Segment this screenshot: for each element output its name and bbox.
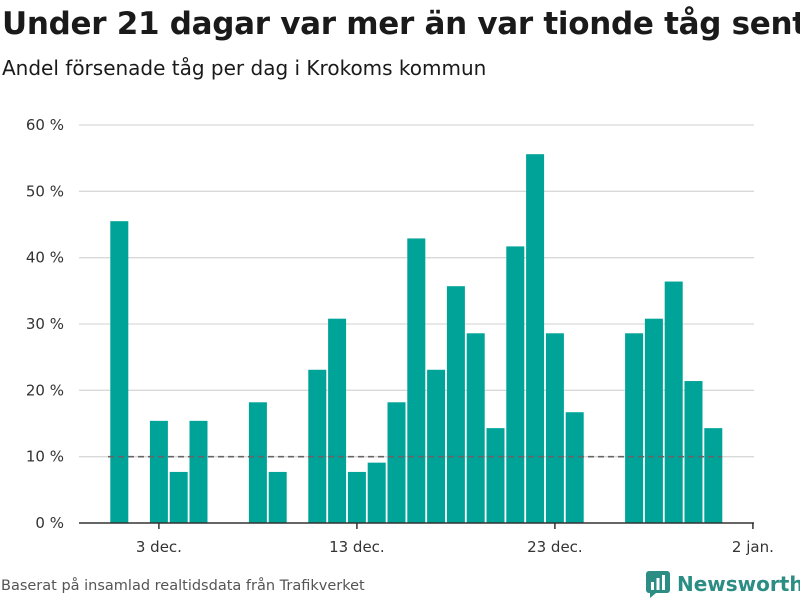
bar — [407, 238, 426, 523]
y-axis: 0 % 10 % 20 % 30 % 40 % 50 % 60 % — [26, 116, 64, 532]
bar — [644, 318, 663, 523]
bar — [387, 402, 406, 523]
brand-logo: Newsworthy — [645, 570, 800, 598]
y-tick-label: 40 % — [26, 249, 64, 267]
bar — [169, 471, 188, 523]
x-axis: 3 dec. 13 dec. 23 dec. 2 jan. — [79, 522, 774, 556]
y-tick-label: 50 % — [26, 182, 64, 200]
bar — [328, 318, 347, 523]
newsworthy-logo-icon — [646, 571, 670, 598]
bar — [545, 333, 564, 523]
y-tick-label: 30 % — [26, 315, 64, 333]
bar — [248, 402, 267, 523]
y-tick-label: 20 % — [26, 381, 64, 399]
y-tick-label: 10 % — [26, 448, 64, 466]
y-tick-label: 0 % — [35, 514, 64, 532]
bar — [427, 369, 446, 523]
x-tick-label: 13 dec. — [329, 538, 385, 556]
bars — [110, 154, 723, 524]
bar — [308, 369, 327, 523]
y-tick-label: 60 % — [26, 116, 64, 134]
chart-title: Under 21 dagar var mer än var tionde tåg… — [2, 6, 800, 42]
bar — [625, 333, 644, 523]
x-tick-label: 3 dec. — [136, 538, 182, 556]
x-tick-label: 23 dec. — [527, 538, 583, 556]
bar — [664, 281, 683, 523]
brand-name: Newsworthy — [677, 572, 800, 596]
x-tick-label: 2 jan. — [732, 538, 774, 556]
bar — [684, 381, 703, 523]
bar — [446, 286, 465, 523]
bar — [466, 333, 485, 523]
bar — [506, 246, 525, 523]
bar — [149, 420, 168, 523]
bar — [268, 471, 287, 523]
bar — [565, 412, 584, 523]
bar — [189, 420, 208, 523]
bar — [526, 154, 545, 524]
bar — [367, 462, 386, 523]
bar — [347, 471, 366, 523]
bar — [704, 428, 723, 523]
chart-subtitle: Andel försenade tåg per dag i Krokoms ko… — [2, 56, 487, 80]
bar — [110, 221, 129, 523]
bar — [486, 428, 505, 523]
source-note: Baserat på insamlad realtidsdata från Tr… — [1, 578, 365, 594]
